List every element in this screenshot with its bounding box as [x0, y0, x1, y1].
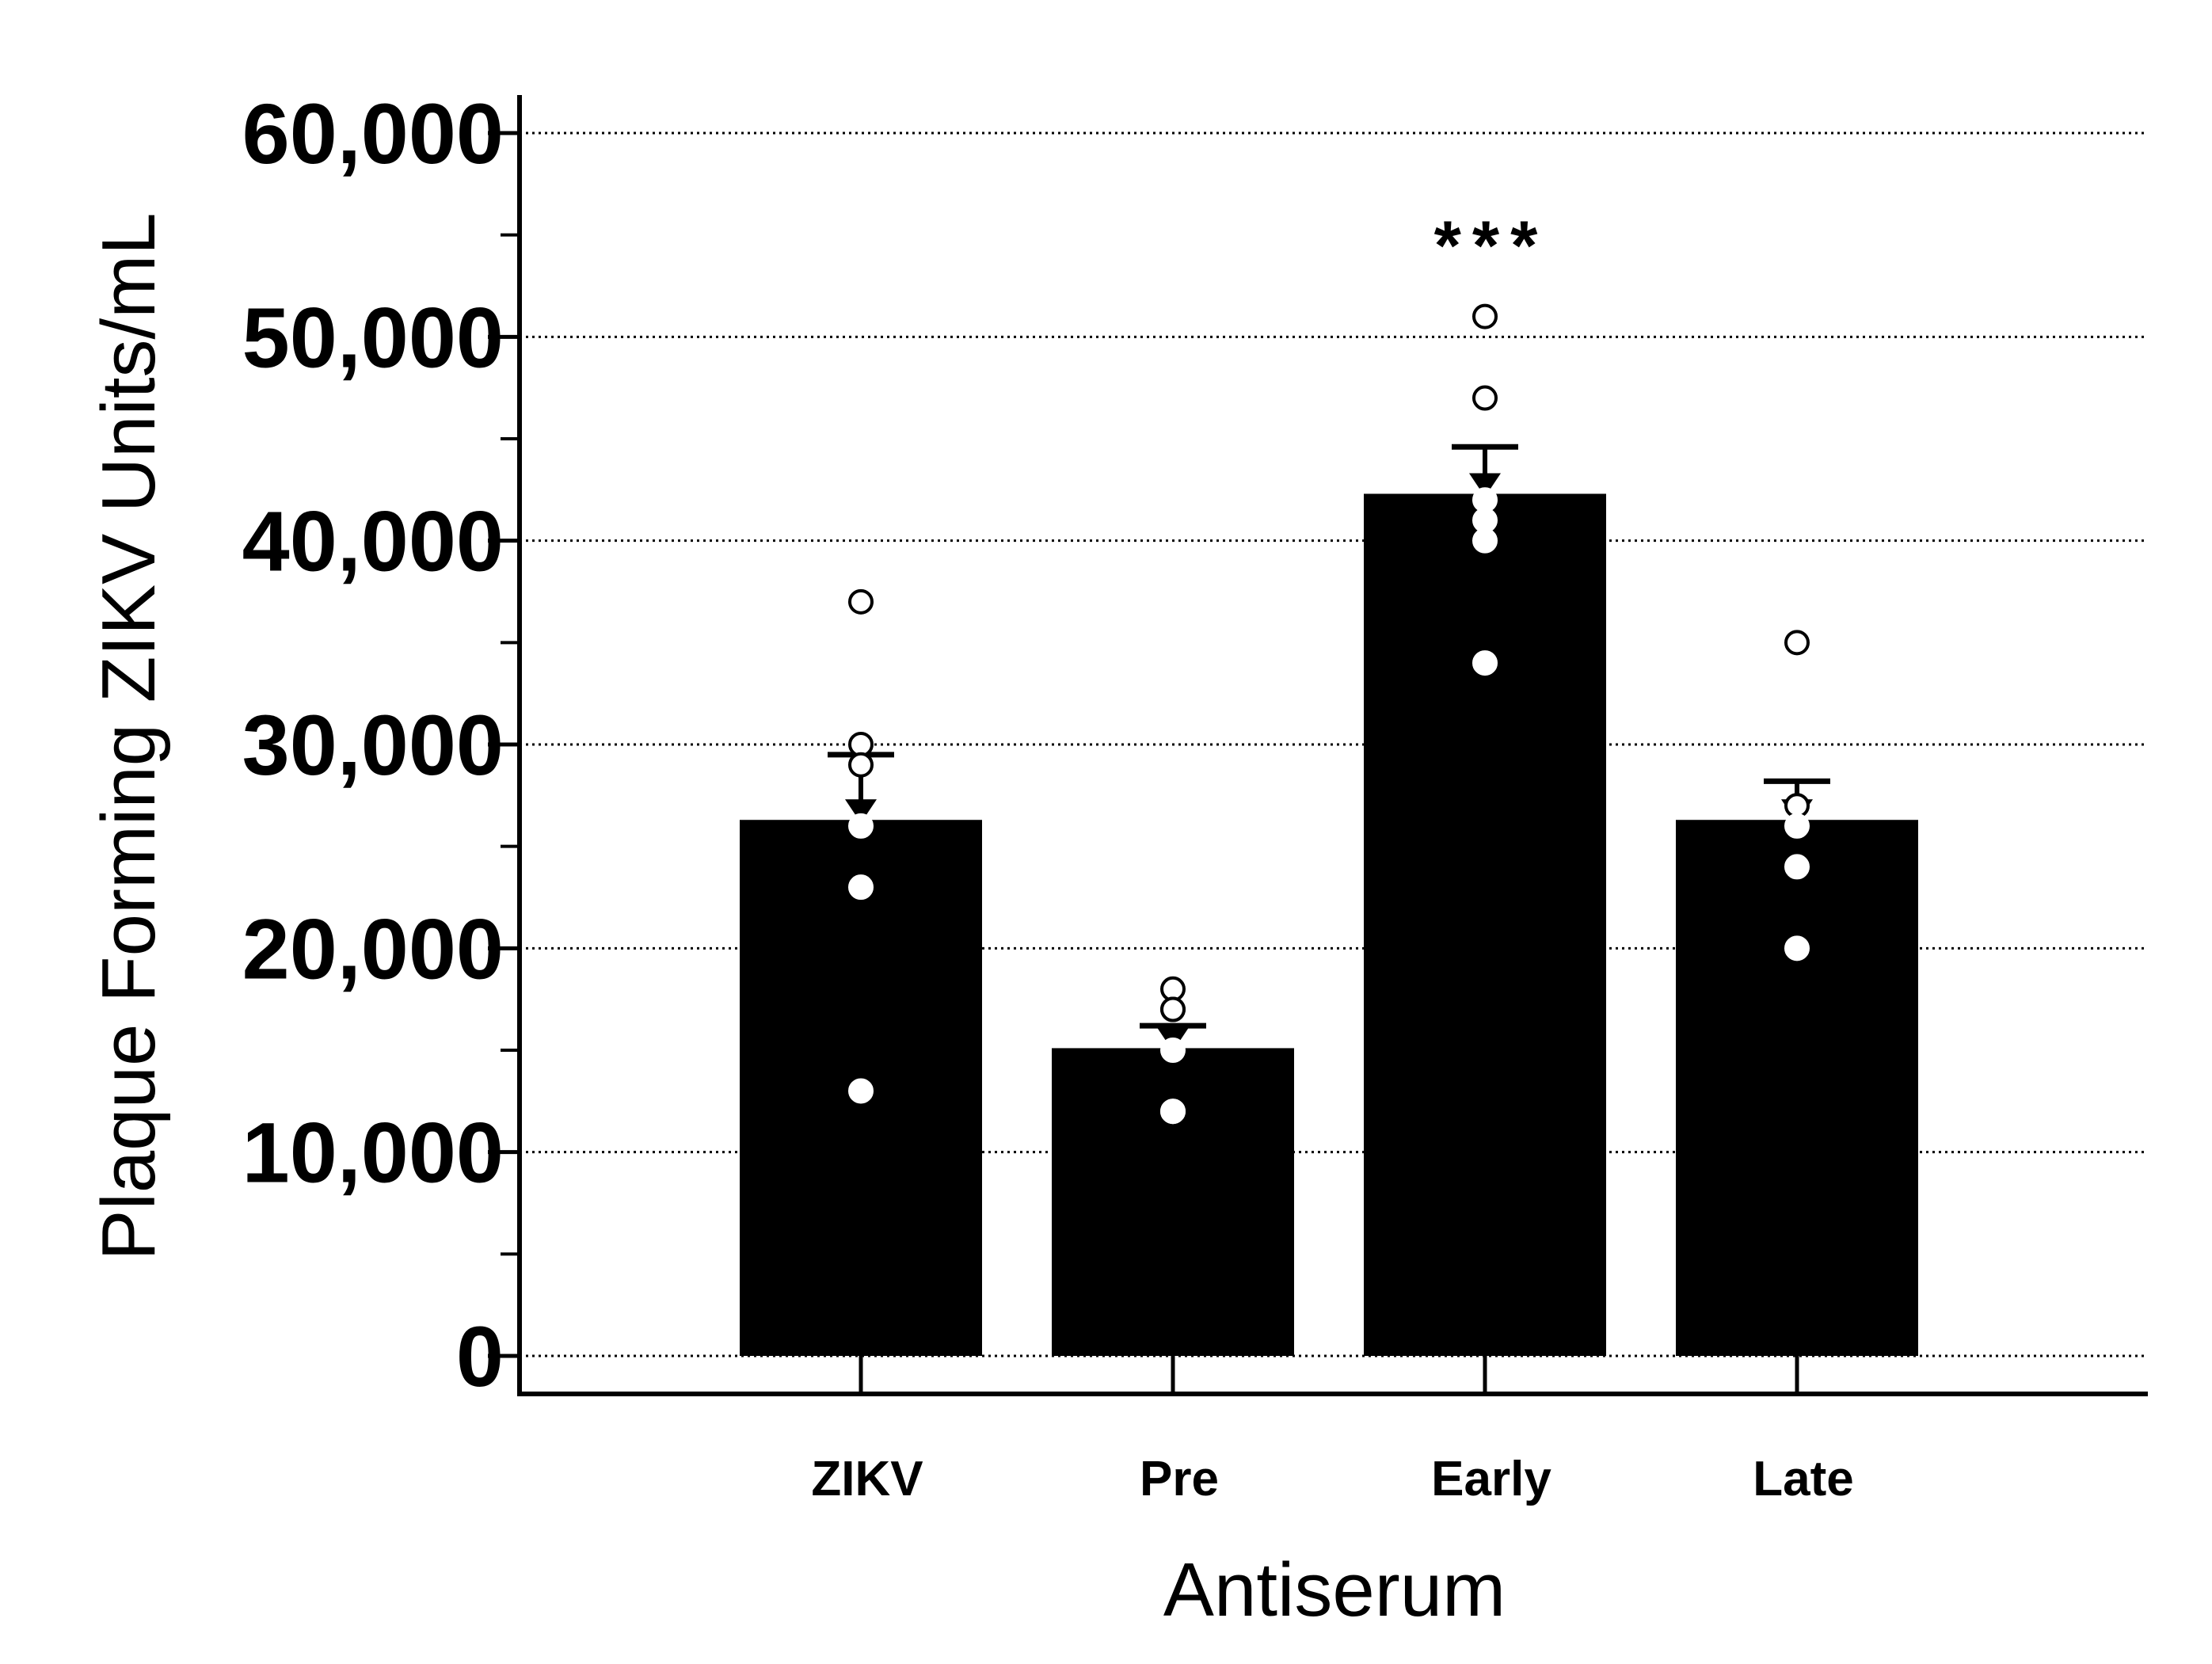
- bar: [1364, 493, 1606, 1356]
- data-point: [1472, 385, 1498, 411]
- data-point: [1160, 1038, 1186, 1063]
- data-point: [1160, 996, 1186, 1022]
- x-tick-label: Early: [1431, 1452, 1551, 1506]
- y-tick-label: 50,000: [242, 289, 504, 385]
- data-point: [848, 588, 874, 615]
- mean-marker: [845, 799, 877, 824]
- x-tick-label: Pre: [1140, 1452, 1219, 1506]
- data-point: [848, 874, 874, 901]
- y-tick-label: 30,000: [242, 697, 504, 793]
- y-tick-label: 10,000: [242, 1105, 504, 1201]
- data-points: [848, 303, 1810, 1125]
- data-point: [1472, 650, 1498, 676]
- data-point: [1472, 527, 1498, 554]
- y-tick-label: 40,000: [242, 493, 504, 589]
- data-point: [848, 813, 874, 839]
- data-point: [848, 1078, 874, 1104]
- data-point: [848, 752, 874, 778]
- data-point: [1784, 854, 1810, 880]
- data-point: [1160, 1099, 1186, 1125]
- bars: [740, 493, 1918, 1356]
- bar: [1676, 820, 1918, 1356]
- x-axis-title: Antiserum: [1163, 1548, 1506, 1632]
- y-tick-label: 60,000: [242, 86, 504, 181]
- data-point: [1784, 630, 1810, 656]
- data-point: [1784, 813, 1810, 839]
- mean-marker: [1469, 473, 1501, 497]
- x-tick-label: ZIKV: [811, 1452, 923, 1506]
- y-tick-label: 0: [456, 1308, 504, 1404]
- bar: [1052, 1048, 1294, 1356]
- y-tick-label: 20,000: [242, 901, 504, 996]
- data-point: [1784, 935, 1810, 961]
- significance-annotation: ***: [1434, 206, 1549, 284]
- tick-labels: 0 10,000 20,000 30,000 40,000 50,000 60,000 ZIK…: [242, 86, 1854, 1506]
- y-axis-title: Plaque Forming ZIKV Units/mL: [86, 212, 171, 1260]
- x-tick-label: Late: [1753, 1452, 1853, 1506]
- axes: [488, 95, 2148, 1396]
- data-point: [1472, 303, 1498, 329]
